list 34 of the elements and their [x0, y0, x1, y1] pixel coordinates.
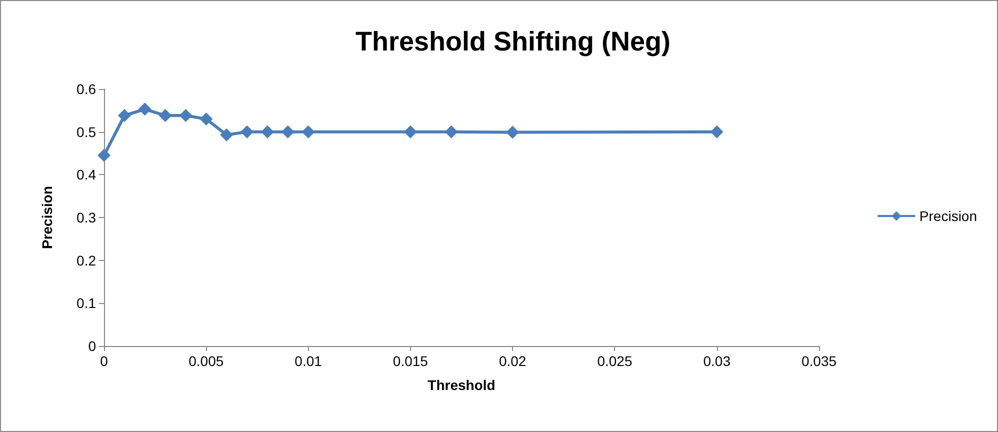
y-tick-label: 0.5	[76, 124, 96, 140]
y-tick-label: 0.2	[76, 252, 96, 268]
point	[506, 126, 520, 139]
x-tick-label: 0.02	[498, 353, 526, 369]
point	[281, 125, 294, 138]
y-axis-title: Precision	[39, 186, 55, 250]
y-tick-label: 0.4	[76, 166, 96, 183]
point	[710, 125, 724, 138]
x-tick-label: 0.015	[392, 353, 428, 369]
y-tick-label: 0.6	[76, 81, 96, 97]
x-tick-label: 0.035	[801, 353, 837, 369]
y-tick-label: 0.1	[76, 295, 96, 312]
chart-title: Threshold Shifting (Neg)	[356, 26, 670, 56]
point	[138, 102, 152, 116]
point	[158, 109, 172, 122]
x-axis-title: Threshold	[428, 377, 496, 393]
y-tick-label: 0	[88, 338, 96, 354]
point	[98, 148, 110, 162]
point	[302, 125, 315, 138]
point	[200, 112, 213, 126]
x-tick-label: 0.005	[188, 353, 224, 369]
point	[404, 125, 417, 138]
y-tick-label: 0.3	[76, 210, 96, 226]
x-tick-label: 0.03	[703, 353, 731, 369]
point	[179, 109, 192, 122]
point	[260, 125, 274, 138]
point	[240, 125, 254, 138]
point	[118, 109, 131, 122]
point	[444, 125, 458, 138]
x-tick-label: 0	[100, 353, 108, 369]
point	[220, 128, 234, 142]
x-tick-label: 0.025	[597, 353, 632, 369]
x-tick-label: 0.01	[294, 353, 322, 369]
legend-label: Precision	[919, 208, 978, 224]
